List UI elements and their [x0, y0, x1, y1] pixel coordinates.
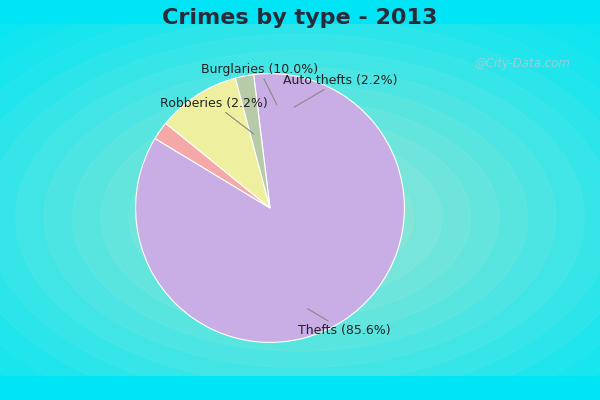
Circle shape [44, 68, 556, 368]
Circle shape [215, 168, 385, 268]
Circle shape [243, 184, 357, 251]
Text: Thefts (85.6%): Thefts (85.6%) [298, 309, 390, 337]
Wedge shape [166, 78, 270, 208]
Wedge shape [136, 74, 404, 342]
Wedge shape [155, 123, 270, 208]
Text: @City-Data.com: @City-Data.com [474, 58, 570, 70]
Text: Auto thefts (2.2%): Auto thefts (2.2%) [283, 74, 397, 107]
Circle shape [73, 84, 527, 351]
Circle shape [130, 118, 470, 318]
Text: Burglaries (10.0%): Burglaries (10.0%) [200, 63, 318, 104]
Text: Crimes by type - 2013: Crimes by type - 2013 [163, 8, 437, 28]
Circle shape [0, 18, 600, 400]
Circle shape [0, 34, 600, 400]
Text: Robberies (2.2%): Robberies (2.2%) [160, 97, 268, 134]
Circle shape [187, 151, 413, 284]
Circle shape [272, 201, 328, 234]
Circle shape [158, 134, 442, 301]
Wedge shape [235, 75, 270, 208]
Circle shape [101, 101, 499, 334]
Circle shape [16, 51, 584, 384]
